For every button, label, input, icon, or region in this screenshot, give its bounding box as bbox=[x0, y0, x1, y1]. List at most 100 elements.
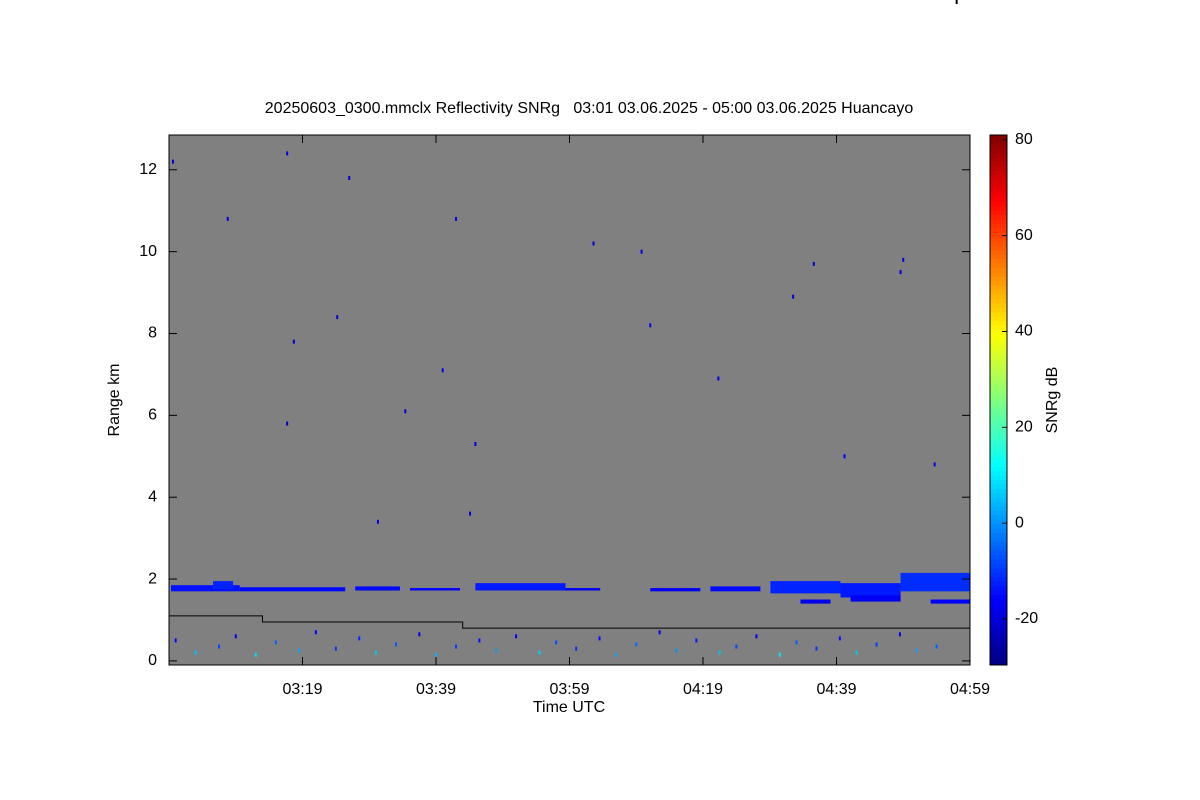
colorbar-swatch bbox=[990, 466, 1007, 472]
colorbar-swatch bbox=[990, 492, 1007, 498]
colorbar-swatch bbox=[990, 223, 1007, 229]
echo-point bbox=[792, 294, 795, 299]
echo-point bbox=[441, 368, 444, 373]
colorbar-swatch bbox=[990, 461, 1007, 467]
colorbar-swatch bbox=[990, 320, 1007, 326]
y-tick-label: 4 bbox=[148, 488, 157, 505]
echo-cell bbox=[650, 588, 701, 592]
echo-point bbox=[575, 646, 578, 651]
colorbar-swatch bbox=[990, 439, 1007, 445]
colorbar-swatch bbox=[990, 457, 1007, 463]
echo-point bbox=[218, 644, 221, 649]
colorbar-tick-label: 20 bbox=[1015, 419, 1033, 436]
echo-cell bbox=[840, 583, 901, 598]
colorbar-swatch bbox=[990, 351, 1007, 357]
colorbar-swatch bbox=[990, 585, 1007, 591]
colorbar-swatch bbox=[990, 559, 1007, 564]
colorbar-swatch bbox=[990, 188, 1007, 193]
colorbar-swatch bbox=[990, 656, 1007, 662]
y-tick-label: 10 bbox=[139, 243, 157, 260]
echo-point bbox=[955, 0, 958, 4]
colorbar-swatch bbox=[990, 249, 1007, 255]
colorbar-swatch bbox=[990, 612, 1007, 617]
colorbar-swatch bbox=[990, 430, 1007, 436]
colorbar-swatch bbox=[990, 298, 1007, 304]
colorbar-swatch bbox=[990, 408, 1007, 414]
echo-point bbox=[933, 462, 936, 467]
x-tick-label: 04:59 bbox=[950, 681, 990, 698]
colorbar-swatch bbox=[990, 241, 1007, 246]
echo-point bbox=[274, 640, 277, 645]
colorbar-swatch bbox=[990, 651, 1007, 657]
echo-cell bbox=[930, 599, 970, 604]
colorbar-swatch bbox=[990, 453, 1007, 458]
colorbar-swatch bbox=[990, 179, 1007, 185]
x-tick-label: 03:59 bbox=[549, 681, 589, 698]
echo-point bbox=[314, 630, 317, 635]
echo-cell bbox=[355, 586, 400, 591]
colorbar-swatch bbox=[990, 307, 1007, 313]
echo-point bbox=[435, 652, 437, 657]
colorbar-swatch bbox=[990, 205, 1007, 211]
echo-point bbox=[174, 638, 177, 643]
echo-point bbox=[855, 650, 858, 655]
colorbar-swatch bbox=[990, 294, 1007, 299]
echo-point bbox=[292, 339, 295, 344]
y-axis-label: Range km bbox=[106, 364, 123, 437]
echo-point bbox=[234, 634, 237, 639]
echo-point bbox=[298, 648, 301, 653]
x-tick-label: 03:39 bbox=[416, 681, 456, 698]
colorbar-swatch bbox=[990, 210, 1007, 215]
colorbar-swatch bbox=[990, 218, 1007, 224]
colorbar-swatch bbox=[990, 316, 1007, 321]
colorbar-swatch bbox=[990, 139, 1007, 145]
colorbar-swatch bbox=[990, 554, 1007, 560]
colorbar-swatch bbox=[990, 302, 1007, 308]
echo-point bbox=[478, 638, 481, 643]
echo-point bbox=[658, 630, 661, 635]
colorbar-swatch bbox=[990, 135, 1007, 140]
colorbar-swatch bbox=[990, 324, 1007, 330]
colorbar-swatch bbox=[990, 258, 1007, 264]
colorbar-swatch bbox=[990, 254, 1007, 260]
echo-cell bbox=[800, 599, 831, 604]
colorbar-swatch bbox=[990, 625, 1007, 631]
colorbar-swatch bbox=[990, 342, 1007, 348]
colorbar-swatch bbox=[990, 594, 1007, 600]
colorbar-swatch bbox=[990, 422, 1007, 427]
colorbar-tick-label: 0 bbox=[1015, 514, 1024, 531]
colorbar-swatch bbox=[990, 289, 1007, 295]
echo-point bbox=[635, 642, 638, 647]
x-tick-label: 04:39 bbox=[816, 681, 856, 698]
colorbar-swatch bbox=[990, 148, 1007, 154]
colorbar-swatch bbox=[990, 572, 1007, 578]
colorbar-swatch bbox=[990, 598, 1007, 604]
colorbar-tick-label: 60 bbox=[1015, 227, 1033, 244]
echo-point bbox=[717, 376, 720, 381]
echo-cell bbox=[900, 572, 970, 592]
colorbar-swatch bbox=[990, 267, 1007, 273]
colorbar-swatch bbox=[990, 329, 1007, 335]
colorbar-swatch bbox=[990, 532, 1007, 538]
colorbar-swatch bbox=[990, 386, 1007, 392]
colorbar-swatch bbox=[990, 589, 1007, 595]
echo-cell bbox=[213, 581, 234, 590]
x-axis-label: Time UTC bbox=[533, 699, 605, 716]
colorbar-swatch bbox=[990, 488, 1007, 494]
echo-point bbox=[254, 652, 257, 657]
y-tick-label: 12 bbox=[139, 161, 157, 178]
colorbar-swatch bbox=[990, 214, 1007, 220]
colorbar-swatch bbox=[990, 232, 1007, 238]
colorbar-swatch bbox=[990, 271, 1007, 277]
colorbar-swatch bbox=[990, 417, 1007, 423]
echo-point bbox=[838, 636, 841, 641]
echo-point bbox=[474, 441, 477, 446]
echo-point bbox=[374, 650, 377, 655]
colorbar-swatch bbox=[990, 581, 1007, 586]
colorbar-swatch bbox=[990, 563, 1007, 569]
echo-cell bbox=[565, 588, 601, 591]
colorbar-swatch bbox=[990, 404, 1007, 410]
echo-point bbox=[899, 270, 902, 275]
colorbar-swatch bbox=[990, 523, 1007, 529]
